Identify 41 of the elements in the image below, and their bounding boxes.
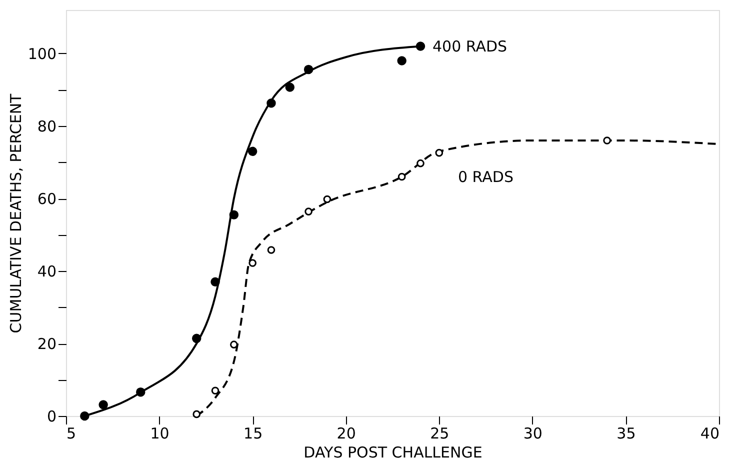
point — [398, 172, 406, 181]
point — [304, 64, 314, 74]
point — [603, 136, 611, 144]
y-tick-label: 100 — [28, 45, 56, 63]
point — [267, 246, 276, 254]
y-tick-label: 60 — [37, 190, 56, 208]
x-axis-title: DAYS POST CHALLENGE — [304, 444, 482, 462]
y-tick-label: 40 — [37, 262, 56, 280]
point — [435, 148, 444, 157]
point — [230, 340, 238, 348]
x-tick-label: 10 — [150, 424, 170, 442]
point — [248, 146, 258, 156]
point — [397, 56, 406, 66]
point — [192, 334, 202, 344]
point — [304, 208, 312, 216]
x-tick-label: 40 — [700, 424, 720, 442]
annotation: 0 RADS — [458, 168, 514, 186]
point — [285, 82, 295, 92]
point — [136, 387, 146, 397]
point — [211, 386, 220, 395]
point — [416, 42, 426, 51]
x-tick-label: 30 — [523, 424, 542, 442]
y-tick-label: 0 — [46, 408, 56, 426]
point — [248, 259, 256, 267]
x-tick-label: 35 — [616, 424, 636, 442]
y-tick-label: 20 — [37, 335, 56, 353]
annotation: 400 RADS — [432, 37, 508, 56]
point — [80, 411, 90, 421]
point — [192, 410, 201, 418]
x-tick-label: 25 — [430, 424, 450, 442]
point — [98, 400, 108, 410]
y-tick-label: 80 — [37, 118, 56, 136]
point — [266, 98, 276, 108]
y-axis-title: CUMULATIVE DEATHS, PERCENT — [6, 92, 25, 334]
point — [210, 277, 220, 286]
point — [416, 159, 424, 168]
point — [323, 195, 332, 204]
x-tick-label: 15 — [244, 424, 263, 442]
point — [229, 210, 239, 220]
x-tick-label: 5 — [66, 424, 76, 442]
x-tick-label: 20 — [336, 424, 356, 442]
